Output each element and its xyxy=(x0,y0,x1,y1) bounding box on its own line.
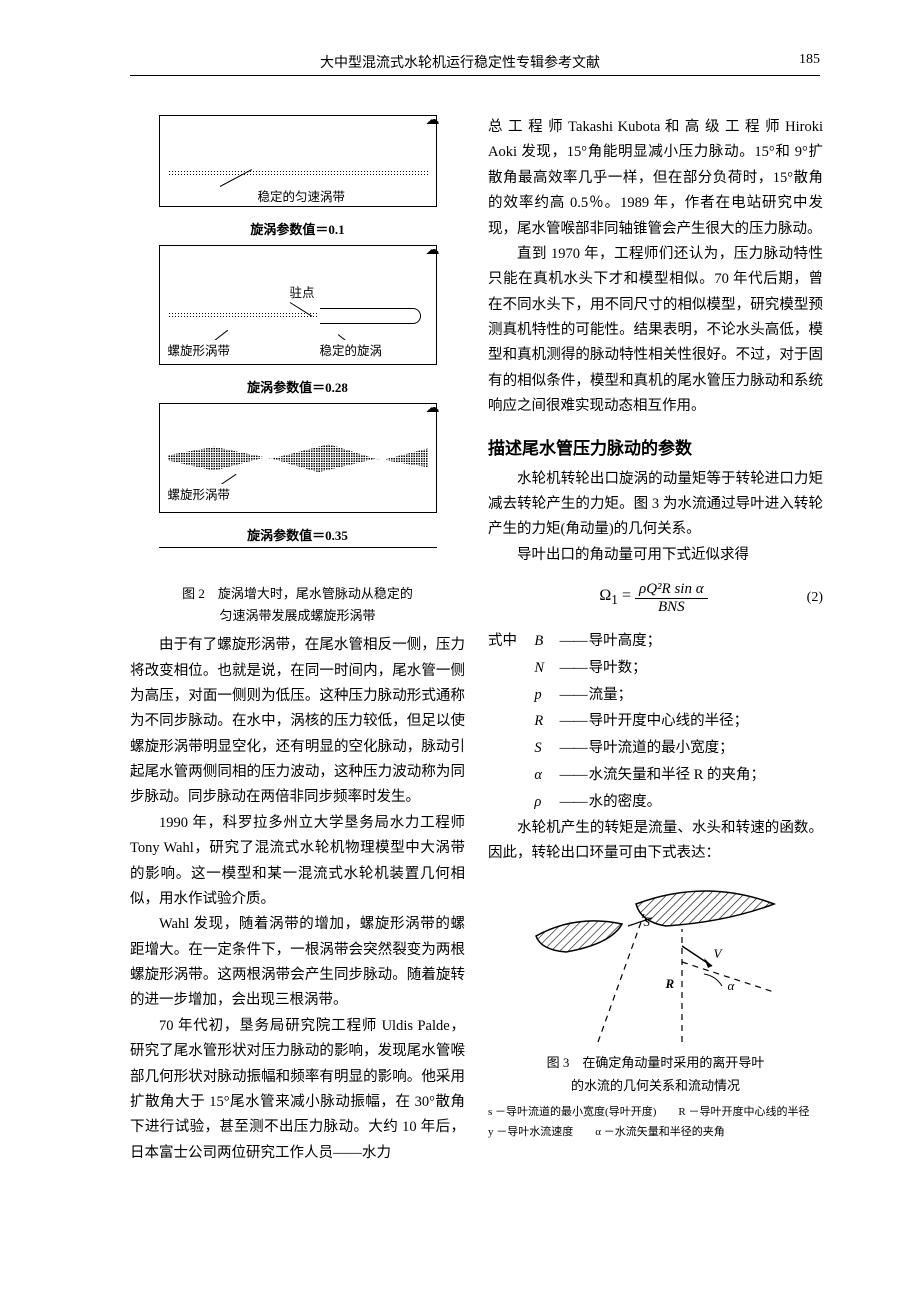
header-rule xyxy=(130,75,820,76)
fig2-label-right: 稳定的旋涡 xyxy=(320,340,383,359)
figure-2-caption: 图 2 旋涡增大时，尾水管脉动从稳定的 匀速涡带发展成螺旋形涡带 xyxy=(130,583,465,627)
fig2-param: 旋涡参数值＝0.35 xyxy=(153,525,443,544)
paragraph: 1990 年，科罗拉多州立大学垦务局水力工程师 Tony Wahl，研究了混流式… xyxy=(130,811,465,913)
fig2-stag: 驻点 xyxy=(290,282,315,301)
figure-2: ☁ 稳定的匀速涡带 旋涡参数值＝0.1 ☁ 驻点 螺旋形涡带 稳定的旋涡 旋涡参… xyxy=(153,115,443,575)
figure-3-legend: y －导叶水流速度 α －水流矢量和半径的夹角 xyxy=(488,1123,823,1142)
page: 大中型混流式水轮机运行稳定性专辑参考文献 185 ☁ 稳定的匀速涡带 旋涡参数值… xyxy=(0,0,920,1302)
fig3-label-alpha: α xyxy=(728,978,735,994)
figure-3-legend: s －导叶流道的最小宽度(导叶开度) R －导叶开度中心线的半径 xyxy=(488,1103,823,1122)
paragraph: 导叶出口的角动量可用下式近似求得 xyxy=(488,543,823,568)
equation-2: Ω1 = ρQ²R sin α BNS (2) xyxy=(488,576,823,620)
figure-3-caption: 图 3 在确定角动量时采用的离开导叶 的水流的几何关系和流动情况 xyxy=(488,1052,823,1096)
paragraph: Wahl 发现，随着涡带的增加，螺旋形涡带的螺距增大。在一定条件下，一根涡带会突… xyxy=(130,912,465,1014)
fig3-label-V: V xyxy=(714,946,722,962)
paragraph: 水轮机产生的转矩是流量、水头和转速的函数。因此，转轮出口环量可由下式表达： xyxy=(488,816,823,867)
left-column: ☁ 稳定的匀速涡带 旋涡参数值＝0.1 ☁ 驻点 螺旋形涡带 稳定的旋涡 旋涡参… xyxy=(130,115,465,1166)
paragraph: 70 年代初，垦务局研究院工程师 Uldis Palde，研究了尾水管形状对压力… xyxy=(130,1014,465,1166)
fig3-label-S: S xyxy=(644,914,651,930)
where-list: 式中B——导叶高度； N——导叶数； p——流量； R——导叶开度中心线的半径；… xyxy=(488,628,823,816)
figure-3: S V R α xyxy=(526,874,786,1044)
fig2-label: 稳定的匀速涡带 xyxy=(258,186,346,205)
section-heading: 描述尾水管压力脉动的参数 xyxy=(488,434,823,459)
fig2-param: 旋涡参数值＝0.28 xyxy=(153,377,443,396)
fig2-label-left: 螺旋形涡带 xyxy=(168,484,231,503)
fig2-label-left: 螺旋形涡带 xyxy=(168,340,231,359)
page-number: 185 xyxy=(799,52,820,68)
paragraph: 直到 1970 年，工程师们还认为，压力脉动特性只能在真机水头下才和模型相似。7… xyxy=(488,242,823,420)
paragraph: 水轮机转轮出口旋涡的动量矩等于转轮进口力矩减去转轮产生的力矩。图 3 为水流通过… xyxy=(488,467,823,543)
equation-number: (2) xyxy=(807,590,823,606)
running-head: 大中型混流式水轮机运行稳定性专辑参考文献 xyxy=(0,52,920,72)
paragraph: 总 工 程 师 Takashi Kubota 和 高 级 工 程 师 Hirok… xyxy=(488,115,823,242)
paragraph: 由于有了螺旋形涡带，在尾水管相反一侧，压力将改变相位。也就是说，在同一时间内，尾… xyxy=(130,633,465,811)
fig3-label-R: R xyxy=(666,976,675,992)
fig2-param: 旋涡参数值＝0.1 xyxy=(153,219,443,238)
right-column: 总 工 程 师 Takashi Kubota 和 高 级 工 程 师 Hirok… xyxy=(488,115,823,1142)
